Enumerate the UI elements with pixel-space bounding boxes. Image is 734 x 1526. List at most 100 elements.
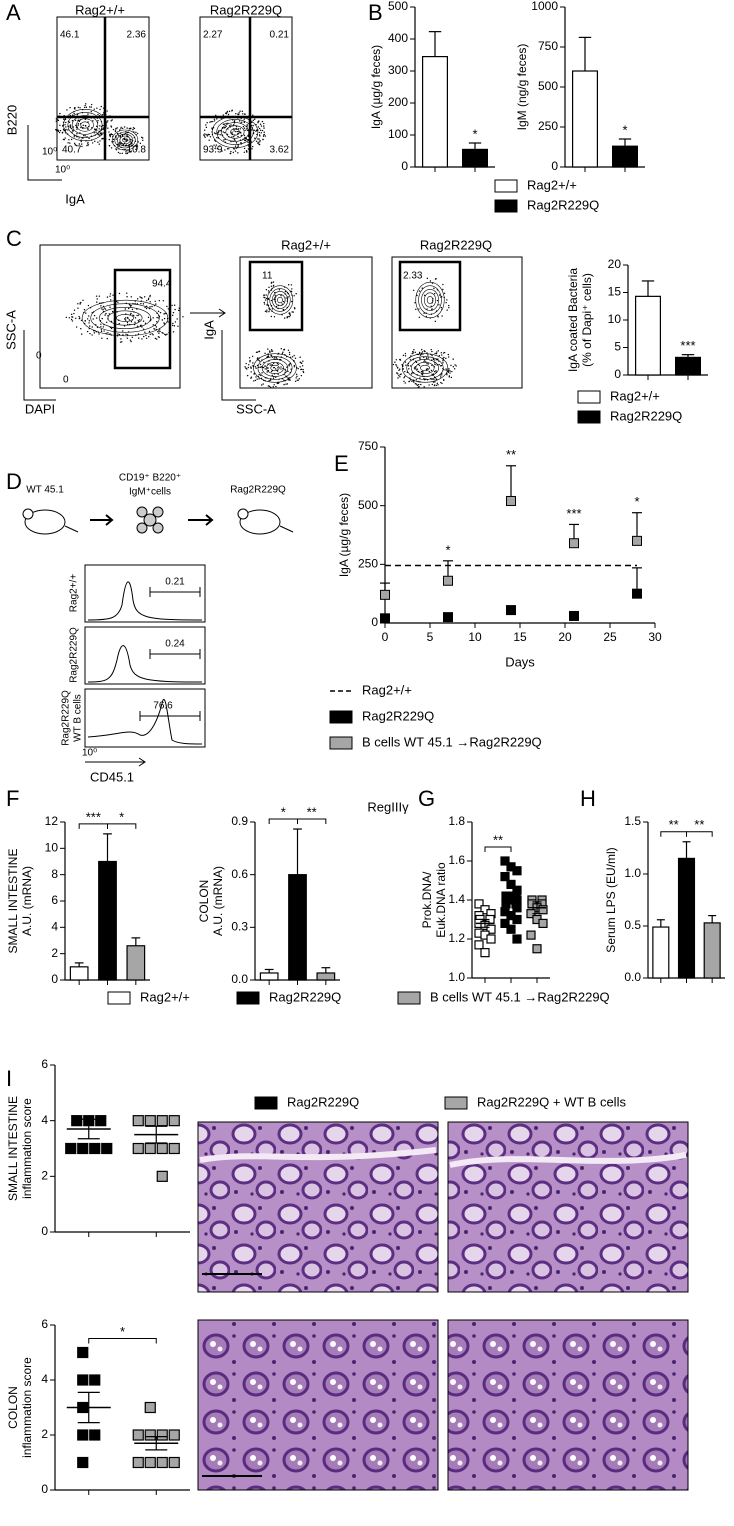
decoration [197,1121,439,1293]
event [274,294,276,297]
flow-cloud [65,292,184,343]
event [300,374,303,377]
event [223,127,225,129]
event [226,148,229,150]
event [104,308,107,310]
event [71,129,74,131]
event [275,305,278,308]
event [296,375,298,378]
event [420,352,423,354]
event [244,139,246,142]
event [263,303,266,305]
event [80,143,83,145]
point [443,575,453,586]
event [418,290,421,292]
point [89,1142,101,1155]
event [404,382,406,384]
event [396,367,399,369]
y-tick-label: 500 [538,79,558,93]
event [257,366,260,369]
event [247,115,250,117]
point [532,944,542,954]
y-axis-label: inflammation score [20,1098,34,1199]
event [276,362,279,365]
event [112,294,114,296]
legend-label: Rag2+/+ [362,682,412,697]
event [217,133,219,135]
event [70,318,73,321]
event [229,152,232,155]
event [100,326,102,328]
y-tick-label: 750 [358,439,378,453]
decoration [56,16,150,161]
contour [261,359,289,377]
axis-zero: 0 [36,351,42,362]
event [396,372,398,374]
event [233,130,235,132]
y-tick-label: 0 [41,1482,48,1496]
legend-label: Rag2R229Q [610,408,682,423]
point [506,924,516,934]
event [274,368,277,370]
event [144,322,147,325]
event [97,141,99,143]
event [434,363,436,366]
event [301,365,304,367]
event [84,103,87,105]
event [251,121,253,124]
contour [253,353,297,383]
event [452,358,454,360]
event [70,138,73,141]
chart: 0 250 500 750 1000 IgM (ng/g feces) * Rag2+/+ Ra… [494,0,645,213]
event [257,141,259,143]
event [154,337,157,340]
event [435,384,438,387]
event [83,106,86,109]
event [125,139,127,141]
event [272,281,275,283]
event [262,135,265,137]
event [249,133,251,135]
event [454,364,456,366]
event [285,383,287,385]
event [228,148,230,150]
contour [81,299,169,337]
event [143,296,146,298]
event [224,112,227,114]
contour [401,353,449,383]
contour [230,128,240,136]
point [77,1429,89,1441]
y-tick-label: 0.3 [231,920,248,934]
event [414,351,416,354]
event [423,359,426,361]
event [277,367,279,369]
event [126,334,129,336]
event [235,112,237,115]
y-axis-label: (% of Dapi⁺ cells) [580,273,594,367]
event [427,363,429,365]
gate-value: 93.9 [203,145,223,156]
event [247,141,249,143]
point [512,903,522,913]
event [174,321,177,323]
event [149,333,151,336]
event [64,137,66,139]
event [246,374,249,377]
decoration [22,508,34,520]
event [206,135,209,137]
event [283,317,286,319]
event [205,134,208,136]
event [411,352,413,355]
y-tick-label: 0.6 [231,867,248,881]
event [448,306,450,309]
axis-origin: 10⁰ [42,147,57,158]
significance: ** [506,447,516,462]
event [167,321,169,323]
axis-label: IgA [65,191,85,206]
chart: 0 250 500 750 IgA (µg/g feces) 0 5 10 15 20 25 30 Da… [329,439,662,750]
event [259,366,261,369]
event [85,106,88,108]
event [59,112,61,115]
event [133,127,136,130]
y-tick-label: 12 [45,814,59,828]
